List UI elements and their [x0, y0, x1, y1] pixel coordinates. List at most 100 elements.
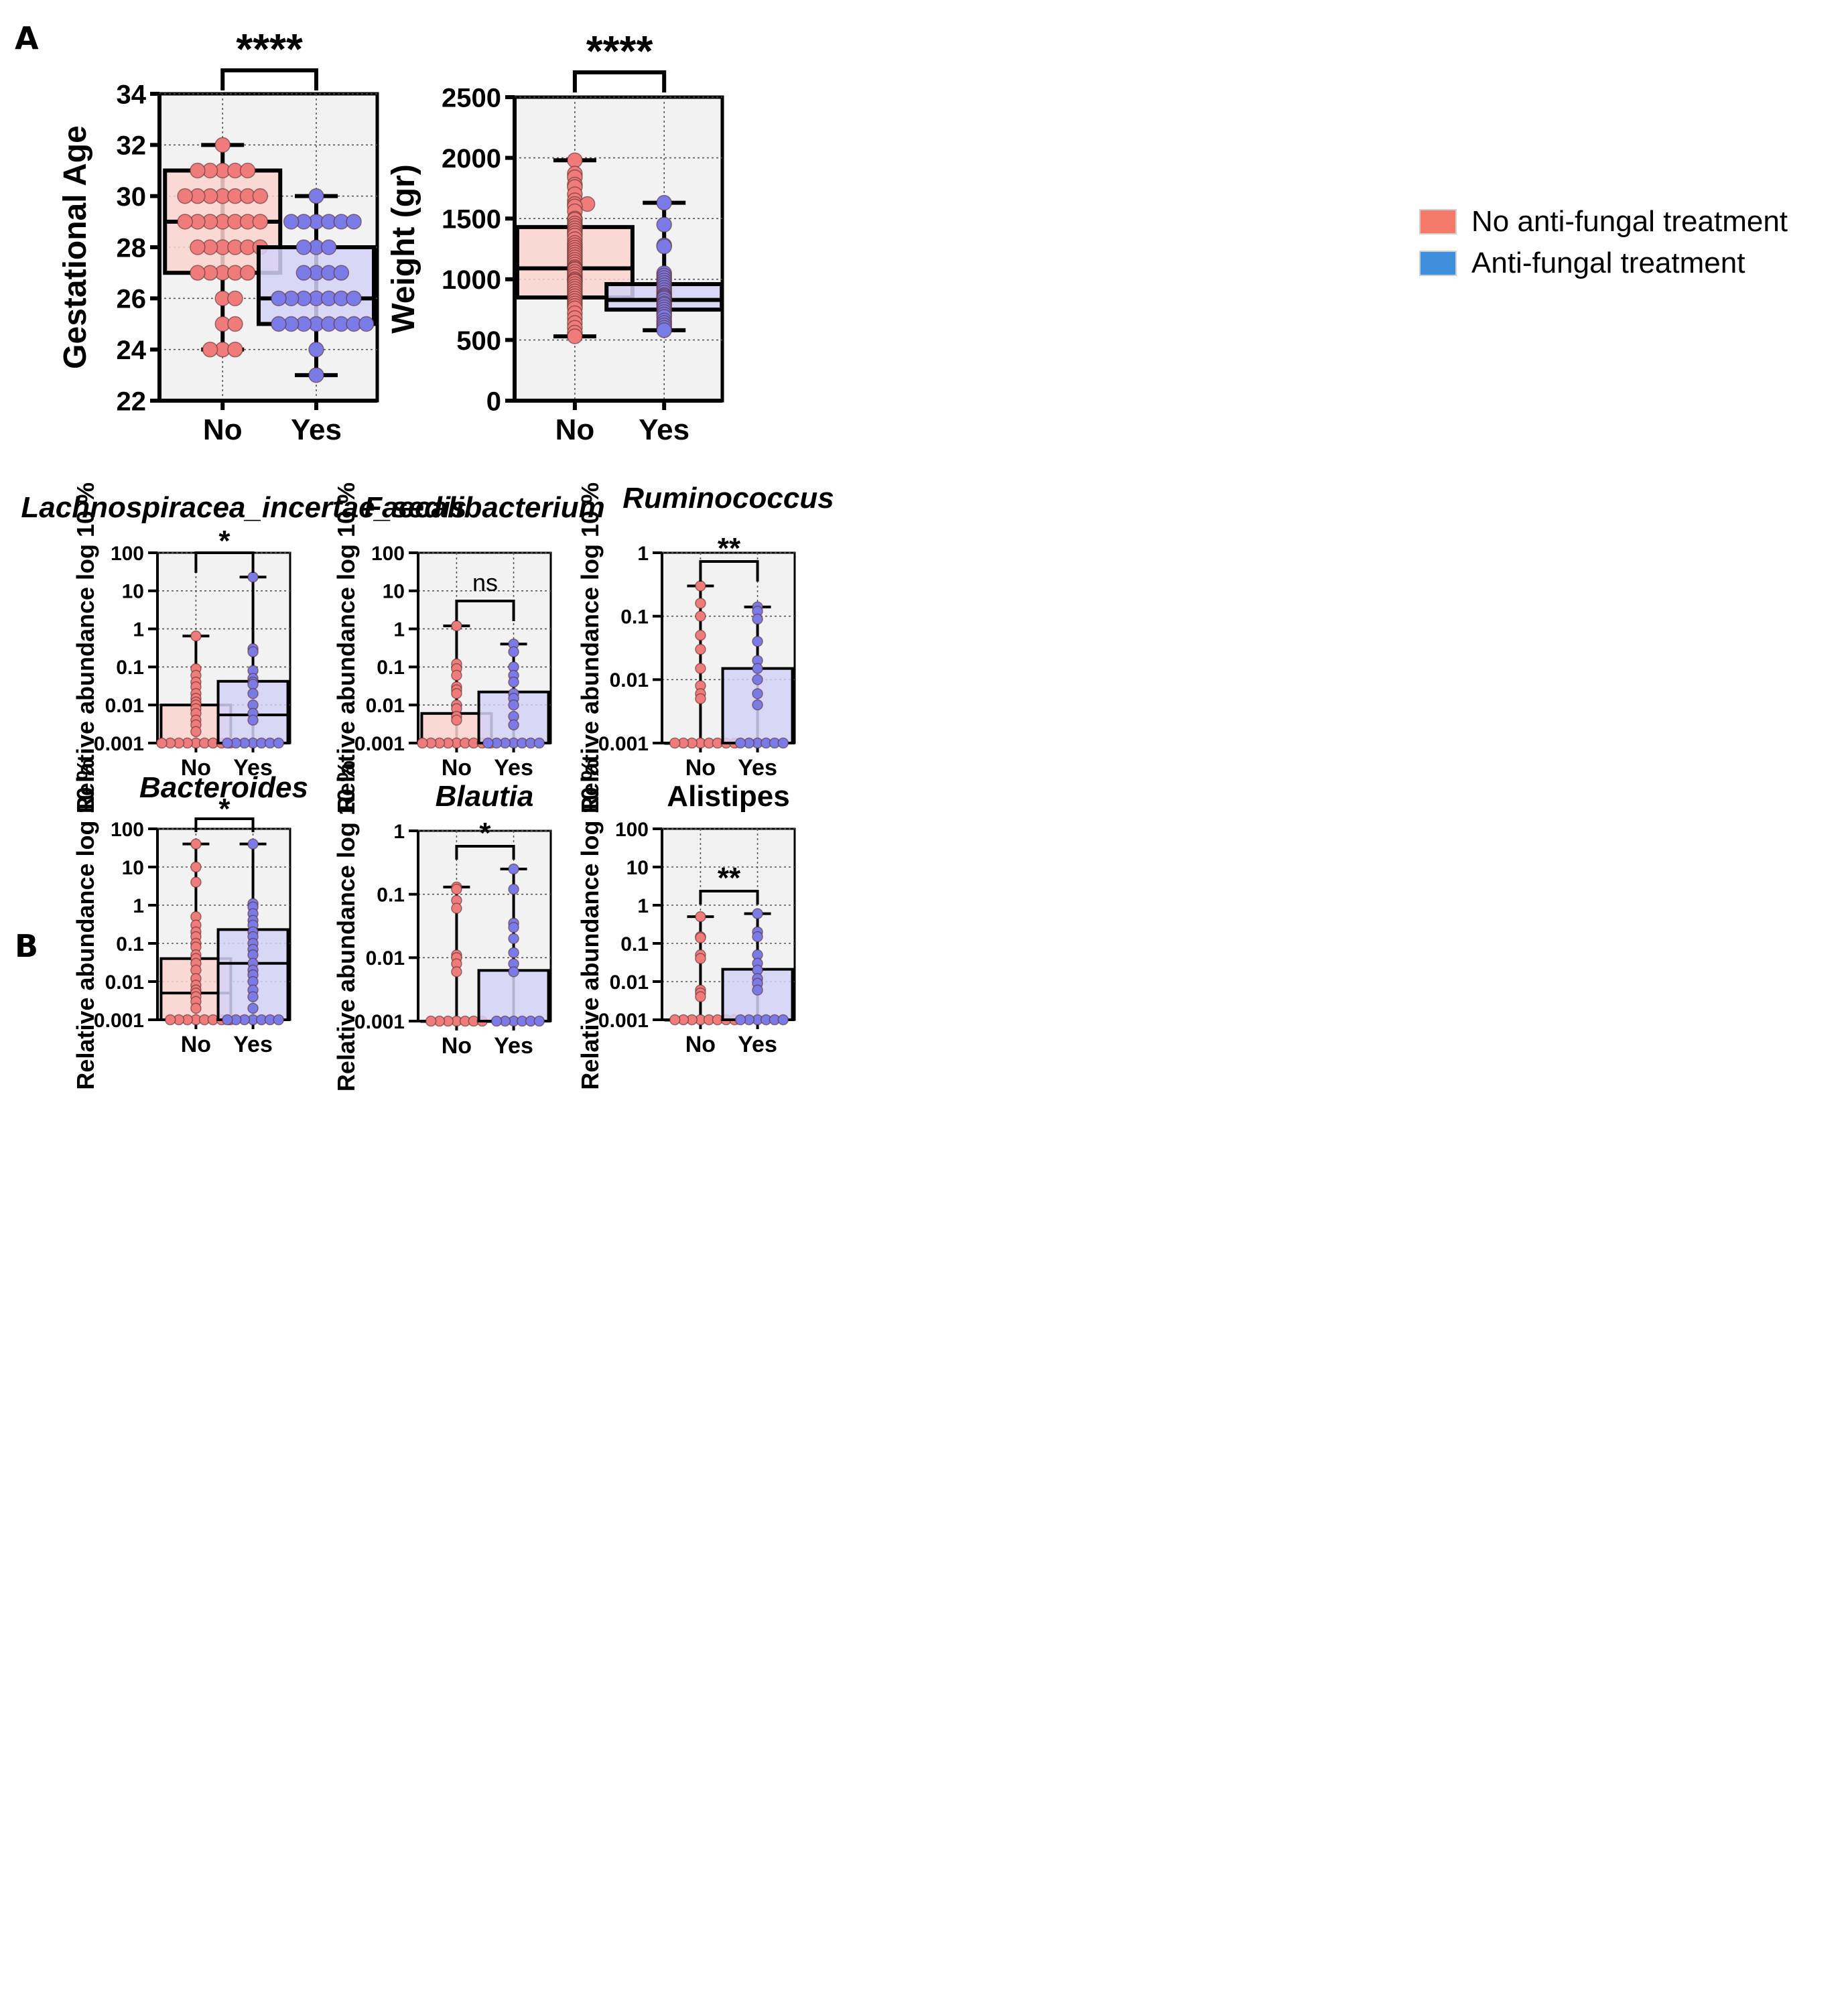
significance-label: ****	[236, 25, 303, 73]
y-tick-label: 1	[133, 895, 144, 917]
y-tick-label: 100	[371, 543, 405, 565]
data-point	[214, 137, 230, 153]
data-point	[252, 188, 269, 204]
data-point	[295, 239, 312, 255]
y-tick-label: 500	[456, 326, 501, 356]
x-tick-label: Yes	[738, 1032, 777, 1057]
data-point	[190, 239, 206, 255]
data-point	[777, 1014, 789, 1026]
significance-label: **	[718, 862, 741, 894]
y-tick-label: 26	[117, 285, 147, 314]
data-point	[482, 737, 494, 749]
y-tick-label: 0.1	[377, 657, 405, 679]
y-tick-label: 0.1	[620, 933, 649, 955]
data-point	[227, 316, 243, 332]
data-point	[239, 265, 256, 281]
y-tick-label: 1	[393, 821, 405, 843]
data-point	[308, 341, 324, 358]
data-point	[734, 737, 746, 749]
y-axis-label: Relative abundance log 10 %	[332, 760, 360, 1091]
data-point	[752, 908, 763, 919]
data-point	[752, 613, 763, 625]
data-point	[451, 966, 462, 978]
data-point	[695, 911, 706, 923]
y-tick-label: 1	[637, 895, 649, 917]
data-point	[190, 726, 202, 738]
chart-title: Bacteroides	[139, 771, 308, 804]
y-tick-label: 1000	[442, 265, 501, 295]
y-tick-label: 1500	[442, 205, 501, 235]
significance-bracket	[455, 600, 515, 621]
y-tick-label: 22	[117, 387, 147, 416]
y-axis-label: Relative abundance log 10 %	[332, 482, 360, 813]
x-tick-label: Yes	[233, 1032, 273, 1057]
data-point	[752, 636, 763, 647]
data-point	[227, 341, 243, 358]
data-point	[451, 903, 462, 914]
x-tick-label: No	[203, 413, 243, 446]
chart-title: Ruminococcus	[622, 482, 834, 515]
y-tick-label: 0.01	[610, 669, 649, 691]
x-tick-label: No	[181, 755, 211, 781]
data-point	[508, 921, 519, 933]
data-point	[451, 714, 462, 726]
data-point	[734, 1014, 746, 1026]
data-point	[752, 984, 763, 996]
chart-6: 0.001 0.01 0.1 1 10 100 No Yes Relative abundanc…	[72, 758, 308, 1089]
data-point	[295, 265, 312, 281]
data-point	[508, 966, 519, 978]
chart-2: 0 500 1000 1500 2000 2500 No Yes Weight (gr) ****	[386, 27, 724, 446]
data-point	[271, 316, 287, 332]
data-point	[752, 931, 763, 943]
y-tick-label: 0.001	[94, 733, 144, 755]
data-point	[695, 598, 706, 609]
data-point	[425, 1015, 437, 1027]
legend-swatch-yes	[1419, 251, 1457, 276]
y-axis-label: Relative abundance log 10 %	[576, 482, 604, 813]
x-tick-label: Yes	[738, 755, 777, 781]
legend-item-no: No anti-fungal treatment	[1419, 201, 1788, 243]
data-point	[247, 646, 259, 658]
data-point	[308, 188, 324, 204]
data-point	[533, 737, 545, 749]
data-point	[695, 693, 706, 705]
significance-bracket	[455, 845, 515, 860]
x-tick-label: Yes	[639, 413, 689, 446]
legend-label-yes: Anti-fungal treatment	[1471, 247, 1745, 279]
data-point	[222, 737, 233, 749]
data-point	[752, 699, 763, 711]
legend-item-yes: Anti-fungal treatment	[1419, 243, 1788, 284]
data-point	[417, 737, 428, 749]
y-tick-label: 0.001	[94, 1010, 144, 1032]
significance-bracket	[220, 68, 318, 90]
y-tick-label: 28	[117, 233, 147, 263]
data-point	[239, 162, 256, 179]
data-point	[247, 679, 259, 690]
data-point	[508, 676, 519, 688]
data-point	[271, 290, 287, 307]
y-axis-label: Relative abundance log 10 %	[576, 758, 604, 1089]
panel-label-a: A	[15, 20, 39, 56]
y-tick-label: 0	[486, 387, 501, 416]
data-point	[752, 688, 763, 700]
data-point	[247, 687, 259, 700]
data-point	[190, 265, 206, 281]
y-tick-label: 0.1	[377, 884, 405, 906]
data-point	[508, 719, 519, 731]
data-point	[283, 214, 300, 230]
y-tick-label: 0.1	[620, 606, 649, 628]
data-point	[656, 322, 672, 338]
data-point	[346, 214, 362, 230]
x-tick-label: No	[685, 1032, 716, 1057]
data-point	[508, 883, 519, 895]
box-yes	[257, 245, 376, 326]
y-tick-label: 34	[117, 80, 147, 109]
data-point	[273, 1014, 285, 1026]
data-point	[247, 1002, 259, 1014]
y-tick-label: 100	[111, 543, 144, 565]
data-point	[490, 1015, 503, 1027]
data-point	[669, 1014, 681, 1026]
y-tick-label: 1	[133, 618, 144, 641]
